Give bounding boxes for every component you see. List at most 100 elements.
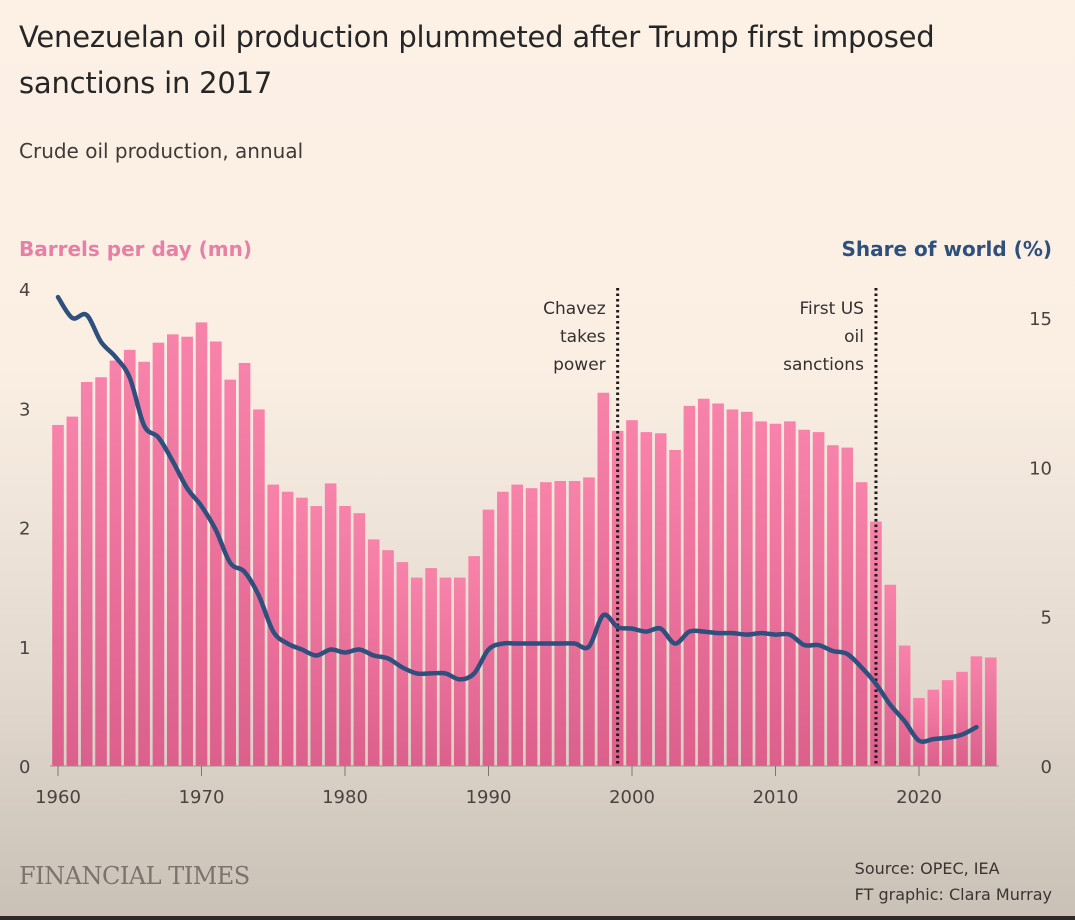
bar-1975 [267, 484, 280, 766]
bar-2011 [784, 421, 796, 766]
bar-1960 [52, 424, 64, 766]
bar-2020 [913, 698, 925, 766]
bar-2024 [970, 656, 983, 766]
bar-1972 [224, 379, 236, 766]
bar-2008 [741, 411, 753, 766]
bar-1986 [425, 568, 437, 766]
bar-1970 [195, 322, 208, 766]
x-axis-ticks: 1960 1970 1980 1990 2000 2010 2020 [35, 766, 942, 808]
left-axis-title: Barrels per day (mn) [19, 237, 253, 261]
x-tick-label-1990: 1990 [466, 787, 512, 808]
bar-1963 [95, 377, 107, 766]
annotation-text: First US [800, 299, 864, 319]
bar-2005 [697, 398, 710, 766]
bar-2021 [927, 689, 940, 766]
bar-1991 [497, 491, 509, 766]
bar-2022 [941, 680, 954, 766]
left-tick-label-2: 2 [19, 519, 30, 540]
bar-2000 [626, 420, 638, 766]
bar-1964 [109, 360, 122, 766]
bar-1967 [152, 342, 165, 766]
right-tick-label-0: 0 [1041, 757, 1052, 778]
x-tick-label-1980: 1980 [322, 787, 368, 808]
annotation-text: takes [560, 327, 606, 347]
bar-2015 [841, 447, 854, 766]
bar-2010 [769, 423, 782, 766]
bar-2013 [812, 432, 825, 766]
bar-1981 [353, 513, 366, 766]
bar-2009 [755, 421, 767, 766]
bar-1971 [210, 341, 222, 766]
annotation-text: power [553, 355, 606, 375]
annotations: Chavez takes power First US oil sanctions [543, 288, 878, 766]
x-tick-label-2000: 2000 [609, 787, 655, 808]
bar-1968 [167, 334, 179, 766]
bottom-border [0, 916, 1075, 920]
right-tick-label-15: 15 [1029, 309, 1052, 330]
share-line-series [55, 294, 979, 744]
bar-2018 [884, 584, 897, 766]
chart-title: Venezuelan oil production plummeted afte… [19, 20, 935, 100]
left-tick-label-3: 3 [19, 399, 30, 420]
bar-1978 [310, 506, 323, 766]
right-tick-label-10: 10 [1029, 458, 1052, 479]
x-tick-label-1960: 1960 [35, 787, 81, 808]
bar-1993 [525, 488, 538, 766]
bar-1977 [296, 497, 308, 766]
bar-series [52, 322, 997, 766]
bar-1962 [80, 382, 93, 766]
bar-1984 [396, 562, 409, 766]
bar-1995 [554, 480, 567, 766]
bar-1997 [583, 477, 595, 766]
left-tick-label-0: 0 [19, 757, 30, 778]
share-of-world-line [55, 294, 979, 744]
source-text: Source: OPEC, IEA [854, 859, 1000, 878]
left-axis-ticks: 0 1 2 3 4 [19, 280, 30, 778]
bar-1969 [181, 336, 193, 766]
bar-2002 [654, 433, 667, 766]
bar-1980 [339, 506, 351, 766]
bar-1998 [597, 392, 610, 766]
x-tick-label-2010: 2010 [753, 787, 799, 808]
bar-2006 [712, 403, 724, 766]
bar-2007 [726, 409, 739, 766]
bar-1966 [138, 361, 150, 766]
credit-text: FT graphic: Clara Murray [854, 885, 1052, 904]
bar-2004 [683, 405, 696, 766]
source-note: Source: OPEC, IEA FT graphic: Clara Murr… [855, 856, 1052, 908]
bar-2019 [898, 645, 911, 766]
bar-1979 [324, 483, 337, 766]
annotation-text: Chavez [543, 299, 606, 319]
right-axis-ticks: 0 5 10 15 [1029, 309, 1052, 778]
bar-2014 [827, 445, 839, 766]
bar-2001 [640, 432, 653, 766]
bar-1989 [468, 556, 480, 766]
left-tick-label-4: 4 [19, 280, 30, 301]
annotation-text: sanctions [783, 355, 864, 375]
bar-2017 [870, 521, 882, 766]
financial-times-logo: FINANCIAL TIMES [19, 862, 250, 890]
bar-1988 [454, 577, 466, 766]
x-tick-label-1970: 1970 [179, 787, 225, 808]
chart-subtitle: Crude oil production, annual [19, 139, 304, 163]
annotation-text: oil [844, 327, 864, 347]
bar-2016 [855, 482, 868, 766]
bar-1992 [511, 484, 523, 766]
bar-2012 [798, 429, 810, 766]
right-tick-label-5: 5 [1041, 608, 1052, 629]
bar-2003 [669, 449, 681, 766]
bar-2025 [984, 657, 997, 766]
x-tick-label-2020: 2020 [896, 787, 942, 808]
bar-1990 [482, 509, 495, 766]
bar-1961 [66, 416, 79, 766]
bar-1994 [540, 482, 552, 766]
bar-1996 [568, 480, 581, 766]
bar-1965 [123, 349, 136, 766]
bar-1973 [238, 362, 251, 766]
right-axis-title: Share of world (%) [841, 237, 1052, 261]
bar-1982 [367, 539, 380, 766]
left-tick-label-1: 1 [19, 638, 30, 659]
bar-2023 [956, 671, 968, 766]
bar-1976 [281, 491, 294, 766]
